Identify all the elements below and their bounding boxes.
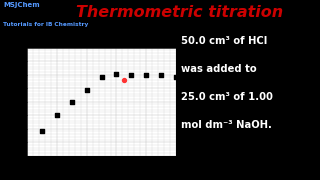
Text: Tutorials for IB Chemistry: Tutorials for IB Chemistry xyxy=(3,22,89,27)
Point xyxy=(144,73,149,76)
Point xyxy=(173,75,179,78)
Point xyxy=(121,79,126,82)
Y-axis label: Temperature / °C: Temperature / °C xyxy=(2,72,8,131)
Text: Thermometric titration: Thermometric titration xyxy=(76,5,283,20)
Point xyxy=(159,73,164,76)
Point xyxy=(99,75,104,78)
Text: MSJChem: MSJChem xyxy=(3,2,40,8)
Text: 50.0 cm³ of HCl: 50.0 cm³ of HCl xyxy=(181,36,267,46)
Point xyxy=(114,73,119,75)
Point xyxy=(84,89,89,92)
X-axis label: Volume of hydrochloric acid added / cm²: Volume of hydrochloric acid added / cm² xyxy=(31,171,172,178)
Point xyxy=(69,100,75,103)
Point xyxy=(54,114,60,117)
Point xyxy=(129,73,134,76)
Text: was added to: was added to xyxy=(181,64,256,74)
Point xyxy=(40,130,45,133)
Text: 25.0 cm³ of 1.00: 25.0 cm³ of 1.00 xyxy=(181,92,273,102)
Text: mol dm⁻³ NaOH.: mol dm⁻³ NaOH. xyxy=(181,120,272,130)
